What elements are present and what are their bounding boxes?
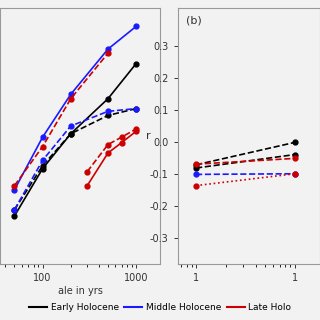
X-axis label: ale in yrs: ale in yrs (58, 286, 102, 296)
Legend: Early Holocene, Middle Holocene, Late Holo: Early Holocene, Middle Holocene, Late Ho… (25, 299, 295, 316)
Text: (b): (b) (186, 16, 202, 26)
Y-axis label: r: r (146, 131, 151, 141)
